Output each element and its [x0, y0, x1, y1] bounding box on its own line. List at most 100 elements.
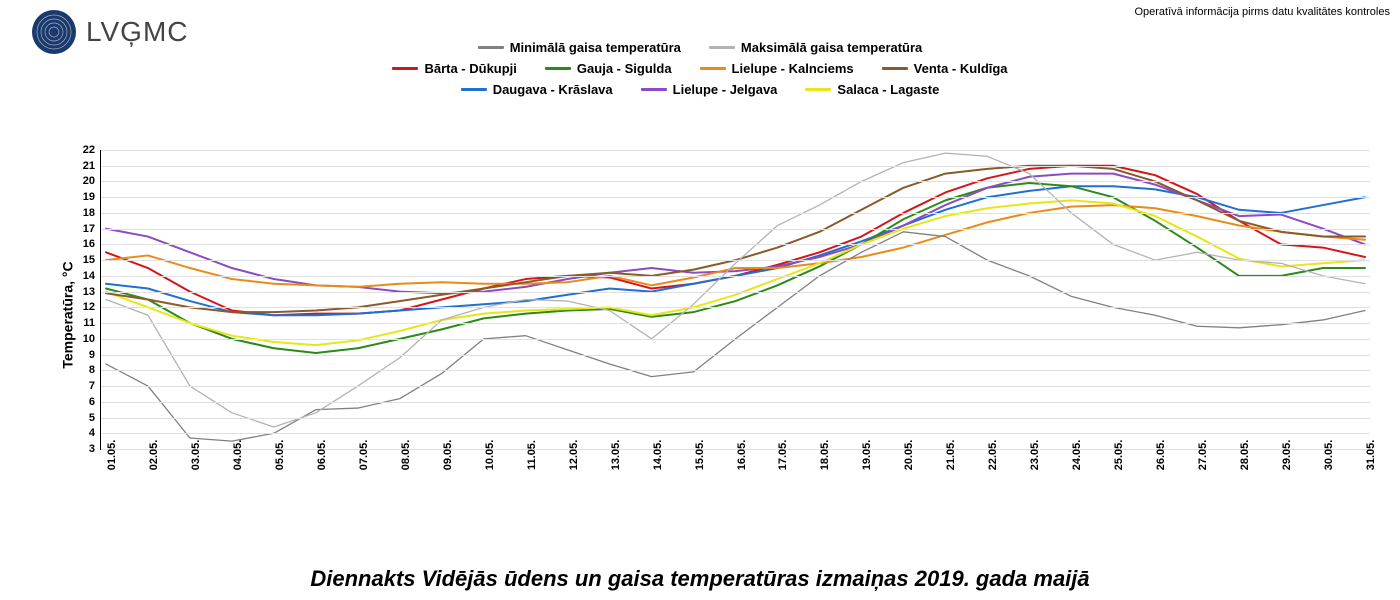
legend-swatch	[392, 67, 418, 70]
legend-label: Minimālā gaisa temperatūra	[510, 40, 681, 55]
series-line	[106, 166, 1365, 312]
ytick-label: 19	[83, 191, 95, 203]
ytick-label: 21	[83, 160, 95, 172]
xtick-label: 09.05.	[442, 440, 454, 471]
xtick-label: 30.05.	[1323, 440, 1335, 471]
gridline	[101, 229, 1370, 230]
xtick-label: 17.05.	[777, 440, 789, 471]
legend-swatch	[805, 88, 831, 91]
plot-area: 34567891011121314151617181920212201.05.0…	[100, 150, 1370, 450]
ytick-label: 13	[83, 286, 95, 298]
ytick-label: 20	[83, 175, 95, 187]
gridline	[101, 292, 1370, 293]
xtick-label: 10.05.	[484, 440, 496, 471]
ytick-label: 4	[89, 427, 95, 439]
ytick-label: 6	[89, 396, 95, 408]
legend-row-1: Bārta - Dūkupji Gauja - Sigulda Lielupe - …	[392, 61, 1007, 76]
legend-label: Salaca - Lagaste	[837, 82, 939, 97]
gridline	[101, 402, 1370, 403]
legend-row-2: Daugava - Krāslava Lielupe - Jelgava Salac…	[461, 82, 940, 97]
gridline	[101, 166, 1370, 167]
legend-item: Lielupe - Kalnciems	[700, 61, 854, 76]
xtick-label: 21.05.	[945, 440, 957, 471]
gridline	[101, 355, 1370, 356]
gridline	[101, 276, 1370, 277]
xtick-label: 05.05.	[274, 440, 286, 471]
lines-layer	[101, 150, 1370, 449]
gridline	[101, 307, 1370, 308]
legend-item: Lielupe - Jelgava	[641, 82, 778, 97]
xtick-label: 14.05.	[652, 440, 664, 471]
legend-label: Maksimālā gaisa temperatūra	[741, 40, 922, 55]
xtick-label: 24.05.	[1071, 440, 1083, 471]
gridline	[101, 181, 1370, 182]
gridline	[101, 370, 1370, 371]
xtick-label: 28.05.	[1239, 440, 1251, 471]
xtick-label: 31.05.	[1365, 440, 1377, 471]
gridline	[101, 213, 1370, 214]
ytick-label: 3	[89, 443, 95, 455]
ytick-label: 15	[83, 254, 95, 266]
legend-item: Gauja - Sigulda	[545, 61, 672, 76]
series-line	[106, 205, 1365, 287]
gridline	[101, 339, 1370, 340]
gridline	[101, 386, 1370, 387]
xtick-label: 16.05.	[736, 440, 748, 471]
legend-label: Gauja - Sigulda	[577, 61, 672, 76]
xtick-label: 07.05.	[358, 440, 370, 471]
series-line	[106, 186, 1365, 315]
xtick-label: 25.05.	[1113, 440, 1125, 471]
yaxis-label: Temperatūra, °C	[60, 261, 76, 368]
xtick-label: 22.05.	[987, 440, 999, 471]
ytick-label: 9	[89, 349, 95, 361]
ytick-label: 18	[83, 207, 95, 219]
legend-label: Daugava - Krāslava	[493, 82, 613, 97]
xtick-label: 27.05.	[1197, 440, 1209, 471]
xtick-label: 18.05.	[819, 440, 831, 471]
legend-item: Salaca - Lagaste	[805, 82, 939, 97]
xtick-label: 11.05.	[526, 440, 538, 470]
legend-label: Venta - Kuldīga	[914, 61, 1008, 76]
legend-item: Maksimālā gaisa temperatūra	[709, 40, 922, 55]
ytick-label: 7	[89, 380, 95, 392]
legend-item: Venta - Kuldīga	[882, 61, 1008, 76]
ytick-label: 22	[83, 144, 95, 156]
xtick-label: 04.05.	[232, 440, 244, 471]
gridline	[101, 260, 1370, 261]
gridline	[101, 433, 1370, 434]
legend-swatch	[461, 88, 487, 91]
legend-swatch	[478, 46, 504, 49]
legend: Minimālā gaisa temperatūra Maksimālā gais…	[0, 40, 1400, 97]
chart-title: Diennakts Vidējās ūdens un gaisa tempera…	[0, 566, 1400, 592]
xtick-label: 15.05.	[694, 440, 706, 471]
ytick-label: 11	[83, 317, 95, 329]
chart: Temperatūra, °C 345678910111213141516171…	[60, 150, 1380, 480]
legend-swatch	[709, 46, 735, 49]
xtick-label: 29.05.	[1281, 440, 1293, 471]
xtick-label: 13.05.	[610, 440, 622, 471]
legend-item: Daugava - Krāslava	[461, 82, 613, 97]
gridline	[101, 197, 1370, 198]
xtick-label: 26.05.	[1155, 440, 1167, 471]
ytick-label: 17	[83, 223, 95, 235]
ytick-label: 8	[89, 364, 95, 376]
ytick-label: 5	[89, 412, 95, 424]
xtick-label: 20.05.	[903, 440, 915, 471]
legend-swatch	[545, 67, 571, 70]
legend-item: Bārta - Dūkupji	[392, 61, 516, 76]
gridline	[101, 418, 1370, 419]
ytick-label: 12	[83, 301, 95, 313]
legend-row-air: Minimālā gaisa temperatūra Maksimālā gais…	[478, 40, 923, 55]
gridline	[101, 323, 1370, 324]
legend-swatch	[882, 67, 908, 70]
legend-swatch	[700, 67, 726, 70]
series-line	[106, 166, 1365, 316]
xtick-label: 01.05.	[106, 440, 118, 471]
gridline	[101, 244, 1370, 245]
ytick-label: 10	[83, 333, 95, 345]
legend-label: Lielupe - Kalnciems	[732, 61, 854, 76]
legend-label: Lielupe - Jelgava	[673, 82, 778, 97]
legend-item: Minimālā gaisa temperatūra	[478, 40, 681, 55]
xtick-label: 08.05.	[400, 440, 412, 471]
xtick-label: 03.05.	[190, 440, 202, 471]
